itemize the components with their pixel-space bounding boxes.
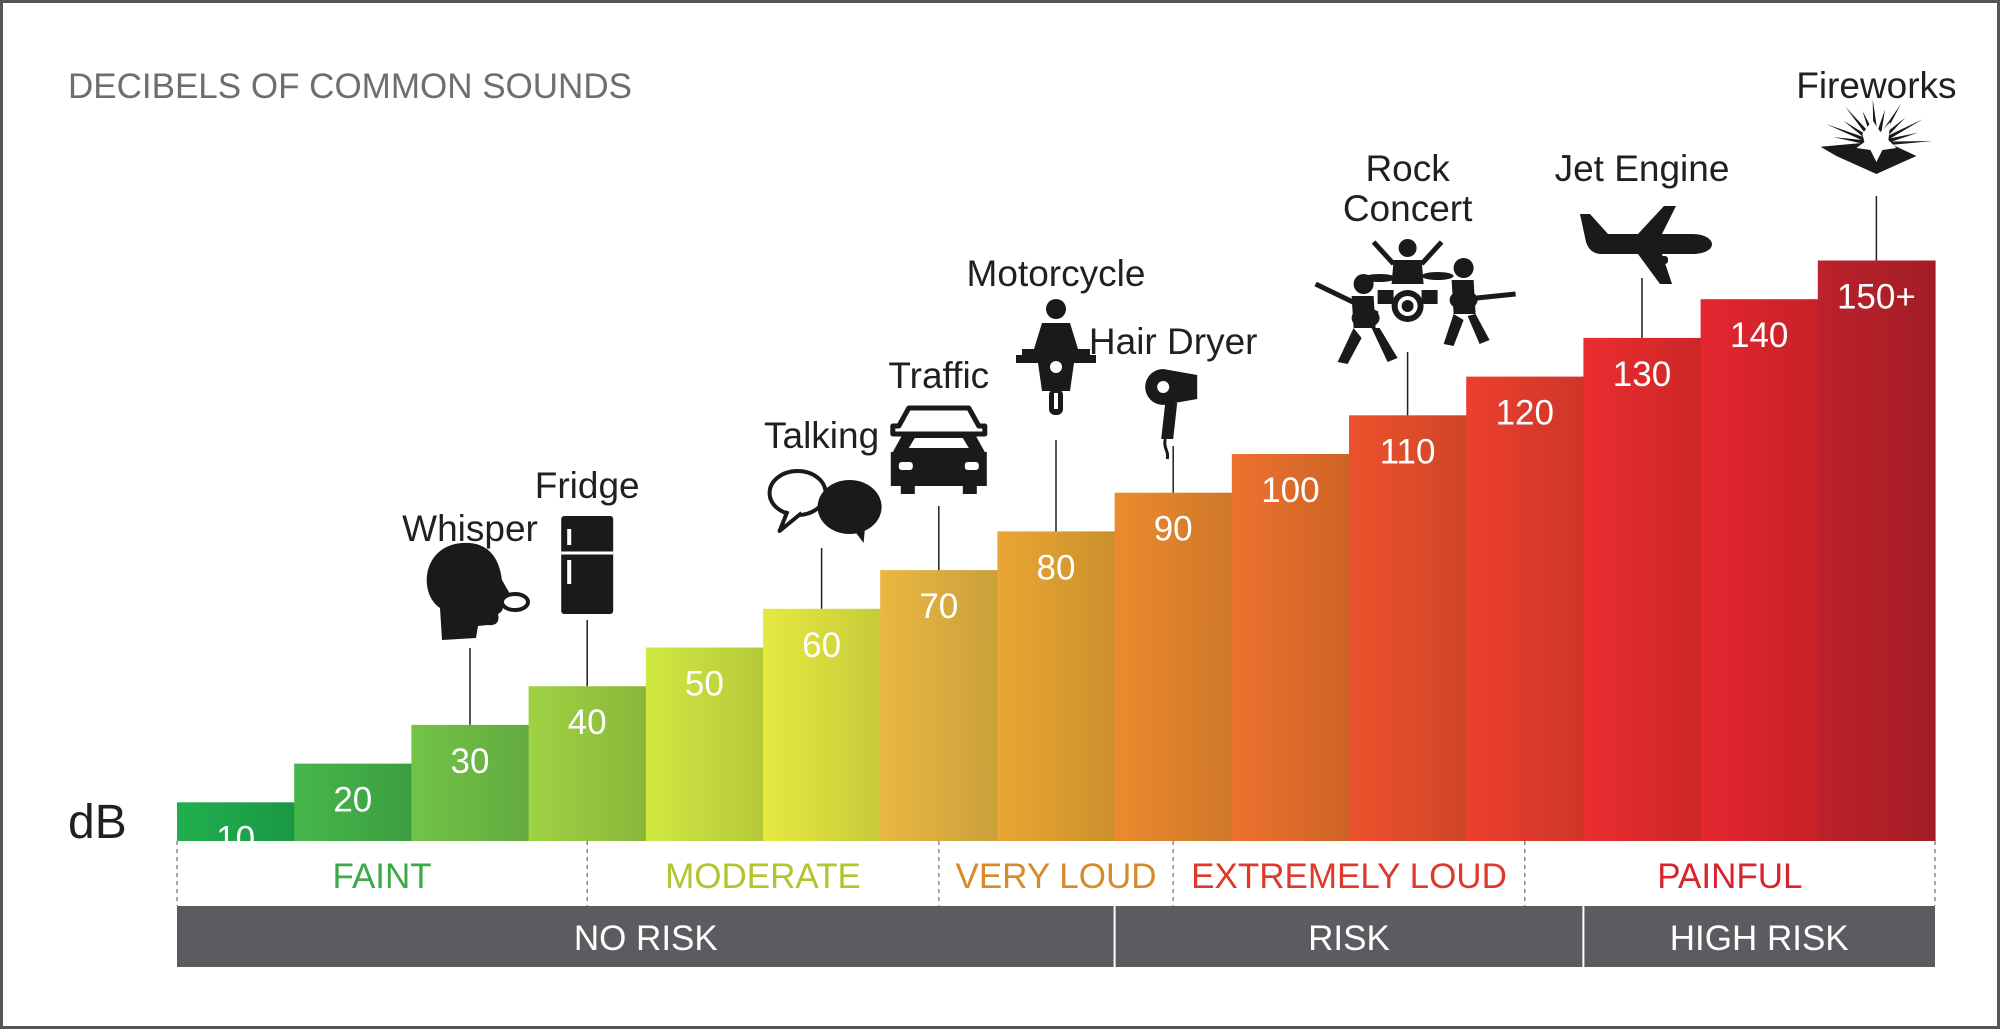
bar-value-label: 10 bbox=[216, 819, 255, 858]
bar-value-label: 150+ bbox=[1837, 278, 1916, 317]
level-label: VERY LOUD bbox=[955, 857, 1156, 896]
risk-label: HIGH RISK bbox=[1670, 919, 1849, 958]
sound-label: Jet Engine bbox=[1555, 148, 1730, 189]
bar-value-label: 130 bbox=[1613, 355, 1671, 394]
sound-label: Hair Dryer bbox=[1089, 321, 1258, 362]
bar-value-label: 60 bbox=[802, 626, 841, 665]
level-band: FAINT MODERATE VERY LOUD EXTREMELY LOUD PAIN… bbox=[176, 841, 1936, 906]
level-label: EXTREMELY LOUD bbox=[1191, 857, 1507, 896]
sound-label: Rock Concert bbox=[1343, 148, 1473, 229]
bar bbox=[1349, 415, 1467, 841]
level-label: PAINFUL bbox=[1657, 857, 1802, 896]
sound-label: Fireworks bbox=[1796, 65, 1956, 106]
whisper-head-icon bbox=[426, 542, 530, 640]
bar bbox=[997, 531, 1116, 841]
sound-label: Whisper bbox=[402, 508, 538, 549]
fridge-icon bbox=[561, 516, 614, 614]
bar-value-label: 20 bbox=[333, 781, 372, 820]
motorcycle-icon bbox=[1016, 299, 1096, 415]
bar bbox=[763, 608, 881, 841]
bar bbox=[1466, 376, 1584, 841]
bar bbox=[1583, 337, 1702, 841]
bar bbox=[1231, 454, 1350, 841]
bar-value-label: 40 bbox=[568, 703, 607, 742]
bar bbox=[880, 570, 998, 841]
bar bbox=[177, 802, 295, 841]
risk-band-background bbox=[177, 906, 1935, 967]
bar bbox=[411, 724, 530, 841]
hair-dryer-icon bbox=[1145, 369, 1198, 460]
bar-value-label: 30 bbox=[451, 742, 490, 781]
risk-band: NO RISK RISK HIGH RISK bbox=[177, 906, 1935, 967]
sound-label: Motorcycle bbox=[967, 253, 1146, 294]
level-label: FAINT bbox=[333, 857, 432, 896]
bar bbox=[1700, 299, 1819, 841]
bar bbox=[645, 647, 764, 841]
sound-label: Fridge bbox=[535, 465, 640, 506]
sound-label: Traffic bbox=[888, 355, 989, 396]
airplane-icon bbox=[1580, 206, 1712, 284]
bars-group: 10 20 30 40 50 60 70 80 90 100 110 120 130 140 150+ bbox=[177, 260, 1936, 858]
bar-value-label: 70 bbox=[919, 587, 958, 626]
bar-value-label: 140 bbox=[1730, 316, 1788, 355]
speech-bubbles-icon bbox=[767, 469, 882, 543]
risk-label: RISK bbox=[1308, 919, 1390, 958]
bar-value-label: 90 bbox=[1154, 510, 1193, 549]
sound-label: Talking bbox=[764, 415, 879, 456]
bar bbox=[294, 763, 412, 841]
bar-value-label: 80 bbox=[1037, 548, 1076, 587]
bar-value-label: 110 bbox=[1380, 432, 1436, 471]
level-label: MODERATE bbox=[665, 857, 861, 896]
risk-label: NO RISK bbox=[574, 919, 718, 958]
cars-icon bbox=[890, 405, 988, 494]
bar bbox=[528, 686, 647, 841]
bar-value-label: 120 bbox=[1496, 394, 1554, 433]
rock-band-icon bbox=[1314, 239, 1516, 364]
y-axis-label: dB bbox=[68, 796, 127, 849]
fireworks-icon bbox=[1820, 99, 1933, 174]
chart-title: DECIBELS OF COMMON SOUNDS bbox=[68, 67, 632, 106]
bar-value-label: 100 bbox=[1261, 471, 1319, 510]
bar bbox=[1817, 260, 1936, 841]
bar-value-label: 50 bbox=[685, 665, 724, 704]
bar bbox=[1114, 492, 1233, 841]
